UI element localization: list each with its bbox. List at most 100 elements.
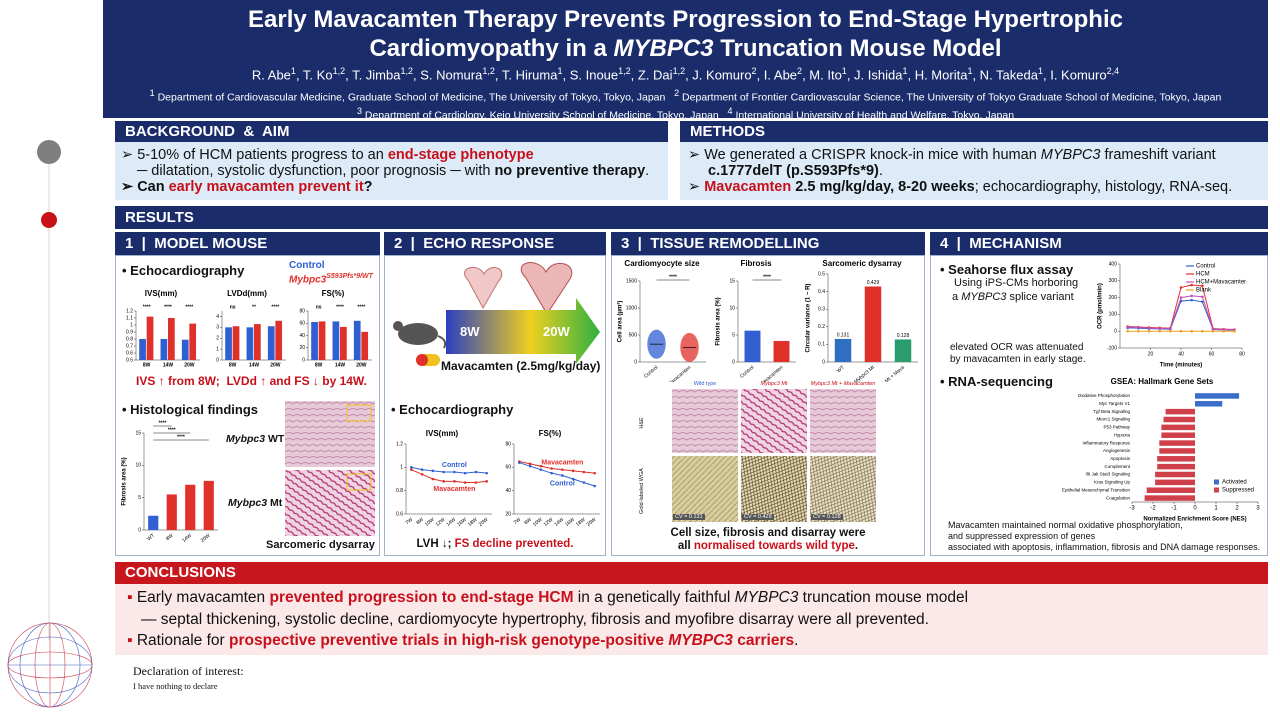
text: 2	[797, 66, 803, 76]
text: WT	[265, 433, 285, 445]
y-tick-label: 200	[1109, 295, 1118, 301]
point	[1211, 329, 1215, 333]
bar	[1157, 456, 1195, 462]
bar	[894, 339, 912, 362]
text: , J. Ishida	[846, 67, 903, 83]
shape	[810, 456, 876, 522]
x-tick-label: 8W	[165, 533, 175, 543]
x-tick-label: Control	[739, 365, 755, 380]
column-label: Wild type	[693, 381, 717, 387]
panel-heading: 1 | MODEL MOUSE	[115, 232, 380, 255]
category-label: Apoptosis	[1110, 456, 1131, 461]
text: all	[677, 540, 694, 552]
text: ; echocardiography, histology, RNA-seq.	[974, 179, 1233, 195]
y-axis-label: OCR (pmol/min)	[1098, 283, 1104, 329]
x-tick-label: 20	[1148, 351, 1154, 357]
text: ?	[363, 179, 373, 195]
bar	[353, 320, 361, 360]
bar	[1146, 487, 1195, 493]
text: , T. Hiruma	[494, 67, 558, 83]
bar	[1159, 440, 1195, 446]
x-tick-label: 1	[1214, 506, 1218, 512]
point	[593, 484, 596, 488]
category-label: Tgf Beta Signaling	[1093, 409, 1130, 414]
column-label: Mybpc3 Mt + Mavacamten	[810, 381, 876, 387]
y-tick-label: 80	[299, 308, 305, 314]
chart-title: FS(%)	[322, 289, 345, 298]
x-tick-label: 60	[1209, 351, 1215, 357]
section-heading: BACKGROUND & AIM	[115, 121, 668, 142]
line	[1127, 284, 1235, 331]
x-tick-label: 14W	[249, 362, 260, 368]
text: FS decline prevented.	[454, 538, 574, 550]
y-tick-label: 100	[1109, 312, 1118, 318]
tissue-images	[672, 389, 876, 522]
chart: Cardiomyocyte size Cell area (μm²) 0 500 100…	[617, 259, 706, 382]
shape: c.1777delT (p.S593Pfs*9).	[708, 163, 883, 179]
bar	[311, 322, 318, 360]
y-tick-label: 0.4	[818, 289, 825, 295]
x-axis-label: Normalized Enrichment Score (NES)	[1143, 517, 1246, 523]
bar	[168, 318, 175, 360]
point	[528, 464, 532, 468]
text: , S. Inoue	[562, 67, 619, 83]
point	[420, 468, 424, 471]
shape: Rationale for prospective preventive tri…	[127, 632, 799, 650]
y-tick-label: -100	[1107, 345, 1117, 351]
shape	[285, 401, 375, 467]
subheading: RNA-sequencing	[940, 374, 1053, 389]
point	[1169, 329, 1172, 333]
text: Department of Frontier Cardiovascular Sc…	[679, 91, 1222, 104]
arrow-label: 8W	[460, 324, 480, 339]
text: 5-10% of HCM patients progress to an	[137, 147, 388, 163]
x-tick-label: 10W	[424, 517, 436, 528]
point	[1211, 327, 1215, 331]
x-tick-label: 14W	[553, 517, 565, 528]
text: We generated a CRISPR knock-in mice with…	[704, 147, 1041, 163]
category-label: Kras Signaling Up	[1094, 480, 1131, 485]
y-tick-label: 0	[138, 527, 141, 533]
bar	[254, 324, 261, 360]
y-tick-label: 0.5	[818, 271, 825, 277]
subheading: Echocardiography	[122, 263, 244, 278]
shape: Early mavacamten prevented progression t…	[127, 589, 968, 607]
bar	[139, 339, 146, 360]
significance: ****	[164, 304, 172, 310]
x-tick-label: 8W	[143, 362, 151, 368]
text: MYBPC3	[734, 589, 799, 606]
y-tick-label: 0.6	[126, 350, 133, 356]
chart: Fibrosis Fibrosis area (%) 0 5 10 15 Control Ma…	[716, 259, 796, 382]
text: MYBPC3	[1040, 147, 1101, 163]
point	[582, 470, 586, 474]
bar	[203, 480, 214, 530]
affiliations: 1 Department of Cardiovascular Medicine,…	[103, 87, 1268, 122]
point	[1147, 329, 1151, 333]
shape: Cell size, fibrosis and disarray were	[611, 527, 925, 540]
y-tick-label: 20	[299, 345, 305, 351]
y-tick-label: 5	[138, 495, 141, 501]
point	[1222, 329, 1225, 333]
text: , J. Komuro	[685, 67, 752, 83]
text: 2.5 mg/kg/day, 8-20 weeks	[791, 179, 975, 195]
significance: ****	[271, 304, 279, 310]
y-tick-label: 1	[216, 346, 219, 352]
shape	[810, 389, 876, 453]
x-tick-label: 2	[1235, 506, 1239, 512]
series-label: Control	[550, 480, 575, 487]
significance: ****	[763, 274, 771, 280]
bar	[232, 326, 240, 360]
point	[561, 468, 564, 471]
chart: OCR (pmol/min) Time (minutes) -100 0 100 200 3…	[1098, 261, 1246, 368]
text: prevented progression to end-stage HCM	[269, 589, 574, 606]
y-tick-label: 0.9	[126, 329, 133, 335]
point	[561, 474, 564, 477]
y-tick-label: 60	[299, 321, 305, 327]
point	[1201, 284, 1204, 288]
series-label: Mavacamten	[433, 486, 475, 493]
point	[528, 462, 532, 466]
y-tick-label: 15	[135, 430, 141, 436]
shape: all normalised towards wild type.	[611, 540, 925, 553]
legend-swatch	[1214, 479, 1219, 485]
text: , I. Abe	[756, 67, 798, 83]
